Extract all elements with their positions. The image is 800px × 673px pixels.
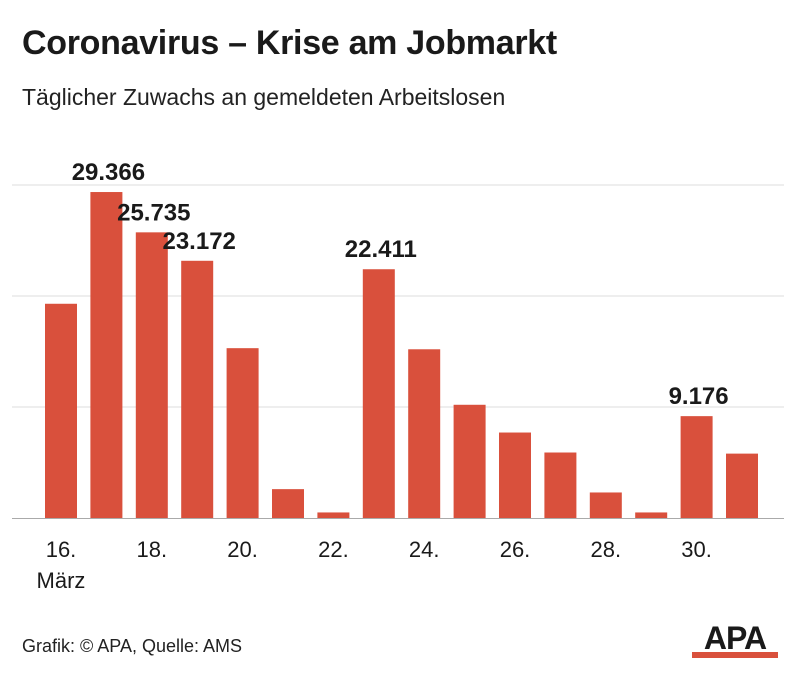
bar-30 [680, 416, 713, 518]
x-tick-label: 18. [137, 537, 168, 562]
bar-18 [135, 232, 168, 519]
x-tick-label: 22. [318, 537, 349, 562]
bar-16 [45, 303, 77, 518]
data-label: 9.176 [669, 383, 729, 410]
bar-29 [635, 512, 668, 518]
data-label: 29.366 [72, 159, 145, 186]
bar-19 [181, 260, 214, 518]
chart-title: Coronavirus – Krise am Jobmarkt [22, 24, 557, 62]
chart-subtitle: Täglicher Zuwachs an gemeldeten Arbeitsl… [22, 84, 506, 110]
x-tick-label: 20. [227, 537, 258, 562]
x-tick-label: 24. [409, 537, 440, 562]
bar-25 [453, 404, 486, 518]
x-tick-label: 26. [500, 537, 531, 562]
x-tick-label: 16. [46, 537, 77, 562]
bar-28 [589, 492, 622, 518]
x-tick-label: 28. [591, 537, 622, 562]
source-credit: Grafik: © APA, Quelle: AMS [22, 636, 243, 656]
x-tick-label: 30. [681, 537, 712, 562]
data-label: 23.172 [162, 228, 235, 255]
bar-27 [544, 452, 577, 518]
apa-logo: APA [692, 622, 778, 658]
svg-text:APA: APA [704, 622, 767, 656]
bar-20 [226, 348, 259, 518]
bar-31 [726, 453, 758, 518]
bar-21 [272, 489, 304, 518]
bar-24 [408, 349, 441, 518]
bar-22 [317, 512, 350, 518]
bar-26 [499, 432, 531, 518]
bar-23 [362, 269, 395, 518]
data-label: 22.411 [345, 236, 417, 263]
x-month-label: März [37, 568, 86, 593]
data-label: 25.735 [117, 199, 190, 226]
bar-17 [90, 192, 123, 518]
